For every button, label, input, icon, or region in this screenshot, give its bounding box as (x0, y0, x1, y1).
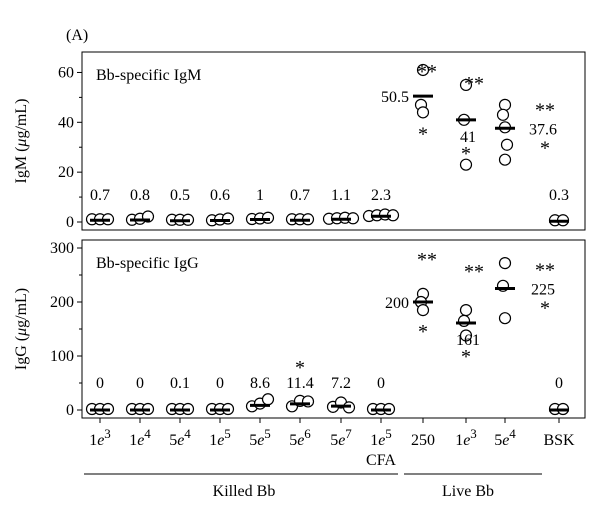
x-tick-label: 1e4 (129, 426, 151, 449)
igg-significance-mark: * (540, 298, 550, 320)
igg-panel-title: Bb-specific IgG (96, 255, 199, 272)
igg-mean-label: 0 (96, 375, 104, 392)
igg-data-point (416, 304, 430, 317)
igm-frame (81, 51, 586, 231)
igg-significance-mark: ** (535, 260, 555, 282)
igm-mean-label: 1 (256, 187, 264, 204)
igm-mean-label: 0.8 (130, 187, 150, 204)
igm-ytick-label: 60 (58, 64, 74, 81)
igm-significance-mark: ** (535, 99, 555, 121)
igm-mean-label: 0.5 (170, 187, 190, 204)
igg-ytick-label: 300 (50, 240, 74, 257)
igm-significance-mark: * (418, 123, 428, 145)
x-tick-label: 5e7 (330, 426, 352, 449)
igm-mean-label: 0.7 (90, 187, 110, 204)
igg-mean-label: 0 (136, 375, 144, 392)
igg-significance-mark: ** (417, 249, 437, 271)
igg-ytick-label: 0 (66, 402, 74, 419)
igg-mean-label: 161 (456, 332, 480, 349)
igg-data-point (459, 329, 473, 342)
x-tick-label: 1e5 (209, 426, 231, 449)
igm-data-point (416, 63, 430, 77)
igg-ytick-label: 100 (50, 348, 74, 365)
igg-significance-mark: ** (464, 261, 484, 283)
igg-significance-mark: * (418, 321, 428, 343)
x-tick-label: BSK (543, 432, 575, 449)
igg-y-axis-title: IgG (μg/mL) (13, 288, 30, 370)
igm-data-point (459, 158, 473, 171)
igm-mean-label: 0.3 (549, 187, 569, 204)
igm-panel: 0 20 40 60 IgM (μg/mL) Bb-specific IgM 0.7 0.8 0… (13, 51, 586, 231)
igm-mean-label: 1.1 (331, 187, 351, 204)
igm-significance-mark: * (461, 143, 471, 165)
igg-data-point (261, 393, 275, 406)
igm-ytick-label: 20 (58, 164, 74, 181)
igm-mean-label: 0.6 (210, 187, 230, 204)
igm-mean-label: 2.3 (371, 187, 391, 204)
x-tick-label: 5e4 (169, 426, 191, 449)
killed-group-label: Killed Bb (213, 483, 276, 500)
x-tick-label: 5e6 (289, 426, 311, 449)
igm-mean-label: 0.7 (290, 187, 310, 204)
igg-mean-label: 11.4 (286, 375, 313, 392)
igg-significance-mark: * (461, 346, 471, 368)
group-brackets: Killed Bb Live Bb (84, 473, 542, 500)
igm-panel-title: Bb-specific IgM (96, 67, 201, 84)
igm-data-point (500, 138, 514, 151)
igm-significance-mark: ** (464, 73, 484, 95)
igm-data-point (221, 212, 235, 225)
igm-ytick-label: 0 (66, 214, 74, 231)
igg-data-point (498, 257, 512, 270)
x-tick-label: 1e5 (370, 426, 392, 449)
live-group-label: Live Bb (442, 483, 494, 500)
igg-mean-label: 0 (377, 375, 385, 392)
figure-label: (A) (66, 27, 88, 44)
igm-data-point (498, 98, 512, 111)
igm-mean-label: 37.6 (529, 121, 557, 138)
igg-mean-label: 0.1 (170, 375, 190, 392)
igg-mean-label: 8.6 (250, 375, 270, 392)
x-tick-label: 5e4 (494, 426, 516, 449)
igm-ytick-label: 40 (58, 114, 74, 131)
x-tick-sublabel: CFA (366, 452, 396, 469)
igm-mean-label: 41 (460, 129, 476, 146)
igg-mean-label: 225 (531, 282, 555, 299)
igg-ytick-label: 200 (50, 294, 74, 311)
igg-mean-label: 200 (385, 295, 409, 312)
x-tick-label: 1e3 (455, 426, 477, 449)
igg-data-point (457, 314, 471, 327)
igm-data-point (459, 78, 473, 92)
igm-significance-mark: ** (417, 61, 437, 83)
igm-data-point (261, 211, 275, 224)
igm-data-point (416, 106, 430, 119)
igm-data-point (496, 108, 510, 121)
igg-mean-label: 7.2 (331, 375, 351, 392)
x-tick-label: 250 (411, 432, 435, 449)
x-axis-labels: 1e3 1e4 5e4 1e5 5e5 5e6 5e7 1e5 CFA 250 1e3 5e4 BSK (89, 418, 575, 469)
x-tick-label: 1e3 (89, 426, 111, 449)
igm-data-point (498, 153, 512, 166)
igg-significance-mark: * (295, 357, 305, 379)
igg-data-point (459, 304, 473, 317)
igm-mean-label: 50.5 (381, 89, 409, 106)
igg-mean-label: 0 (555, 375, 563, 392)
x-tick-label: 5e5 (249, 426, 271, 449)
igg-panel: 0 100 200 300 IgG (μg/mL) Bb-specific IgG 0 0 0.… (13, 239, 586, 419)
igg-data-point (498, 312, 512, 325)
igm-significance-mark: * (540, 137, 550, 159)
igg-mean-label: 0 (216, 375, 224, 392)
igm-y-axis-title: IgM (μg/mL) (13, 99, 30, 184)
